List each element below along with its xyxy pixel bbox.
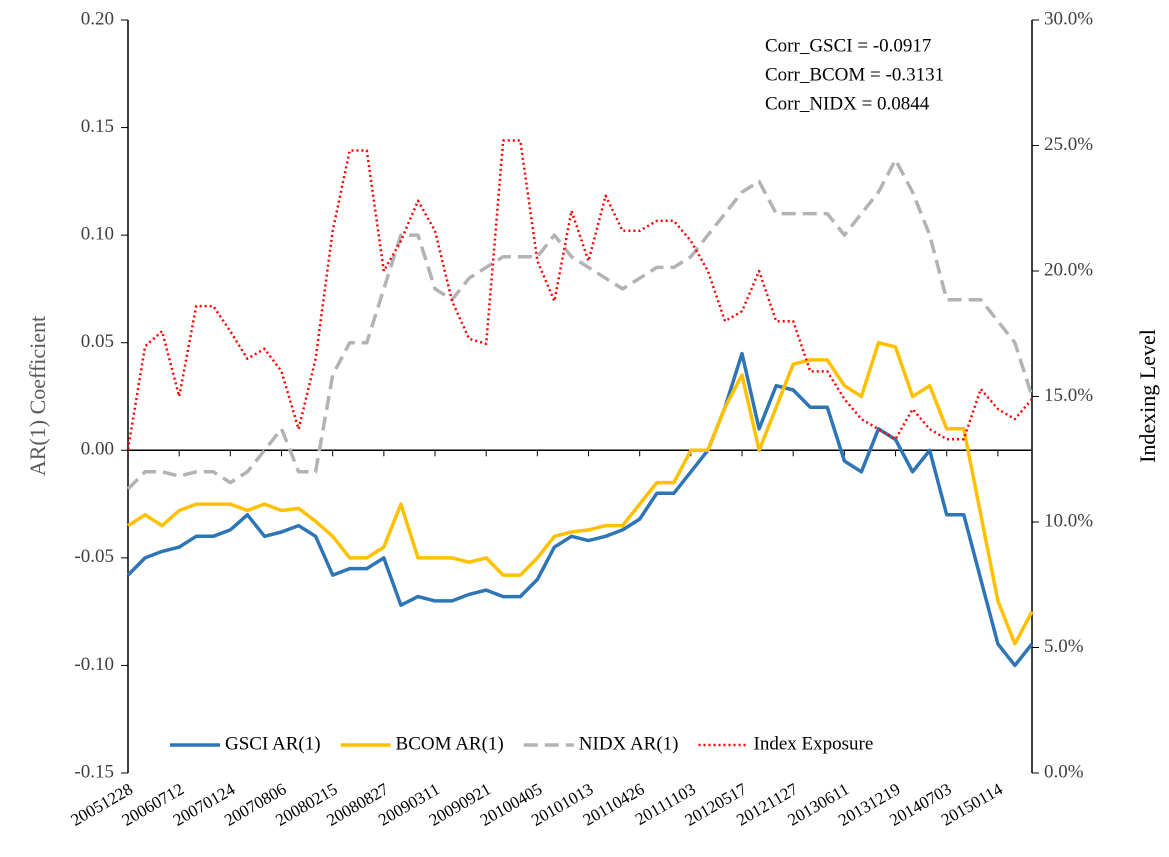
annotation: Corr_NIDX = 0.0844: [765, 93, 930, 114]
y2-tick-label: 10.0%: [1044, 510, 1093, 531]
annotation: Corr_GSCI = -0.0917: [765, 35, 931, 56]
y-axis-label: AR(1) Coefficient: [25, 316, 50, 476]
y2-tick-label: 0.0%: [1044, 761, 1084, 782]
y-tick-label: 0.05: [81, 331, 114, 352]
y-tick-label: -0.10: [74, 654, 114, 675]
y-tick-label: -0.15: [74, 761, 114, 782]
y-tick-label: 0.20: [81, 8, 114, 29]
series-line: [126, 351, 1034, 668]
legend-label: Index Exposure: [754, 733, 874, 754]
y2-tick-label: 20.0%: [1044, 259, 1093, 280]
y2-tick-label: 25.0%: [1044, 134, 1093, 155]
series-line: [126, 139, 1033, 450]
y2-tick-label: 15.0%: [1044, 385, 1093, 406]
y-tick-label: 0.00: [81, 439, 114, 460]
y-tick-label: 0.15: [81, 116, 114, 137]
y2-axis-label: Indexing Level: [1135, 329, 1160, 463]
annotation: Corr_BCOM = -0.3131: [765, 64, 944, 85]
y2-tick-label: 5.0%: [1044, 636, 1084, 657]
y-tick-label: -0.05: [74, 546, 114, 567]
legend-label: BCOM AR(1): [396, 733, 504, 754]
series-line: [127, 340, 1034, 646]
y-tick-label: 0.10: [81, 224, 114, 245]
y2-tick-label: 30.0%: [1044, 8, 1093, 29]
series-line: [126, 158, 1034, 491]
legend-label: GSCI AR(1): [225, 733, 321, 754]
legend-label: NIDX AR(1): [579, 733, 679, 754]
